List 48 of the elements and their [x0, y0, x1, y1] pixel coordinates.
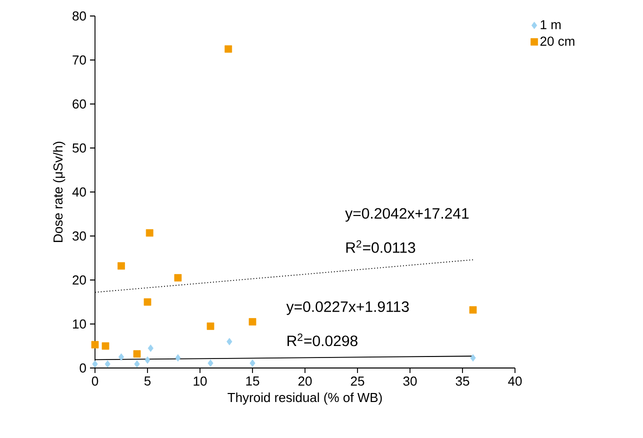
annotation: y=0.2042x+17.241: [345, 208, 469, 222]
y-tick-label: 60: [72, 99, 86, 109]
point: [144, 356, 150, 364]
y-tick-label: 0: [80, 363, 86, 373]
y-tick-label: 50: [72, 143, 86, 153]
x-axis-title: Thyroid residual (% of WB): [228, 392, 382, 405]
point: [133, 350, 141, 358]
x-tick-label: 30: [403, 376, 417, 386]
annotation: y=0.0227x+1.9113: [286, 301, 409, 315]
point: [248, 318, 256, 326]
x-tick-label: 20: [298, 376, 312, 386]
x-tick-label: 10: [194, 376, 207, 386]
point: [144, 298, 152, 306]
x-tick-label: 15: [246, 376, 260, 386]
point: [469, 306, 477, 314]
x-tick-label: 5: [144, 376, 151, 386]
point: [118, 353, 124, 361]
point: [174, 274, 182, 282]
point: [224, 45, 232, 53]
point: [92, 360, 98, 368]
point: [226, 338, 232, 346]
annotation: R$^{2}$=0.0298: [288, 334, 358, 346]
x-tick-label: 35: [456, 376, 470, 386]
y-tick-label: 80: [72, 11, 86, 21]
y-tick-label: 30: [72, 231, 86, 241]
x-tick-label: 25: [350, 376, 364, 386]
point: [208, 359, 214, 367]
point: [102, 342, 110, 350]
x-tick-label: 40: [508, 376, 522, 386]
point: [148, 344, 154, 352]
point: [134, 360, 140, 368]
annotation: R$^{2}$=0.0113: [346, 240, 416, 253]
y-tick-label: 10: [73, 319, 86, 329]
y-tick-label: 70: [72, 55, 86, 65]
legend-label: 1 m: [540, 20, 561, 30]
point: [250, 359, 256, 367]
point: [146, 229, 154, 237]
y-tick-label: 20: [72, 275, 86, 285]
point: [91, 340, 99, 348]
x-tick-label: 0: [92, 376, 98, 386]
point: [206, 322, 214, 330]
point: [118, 262, 125, 270]
point: [470, 354, 476, 362]
y-tick-label: 40: [72, 187, 86, 197]
point: [104, 360, 110, 368]
legend-label: 20 cm: [540, 36, 574, 46]
point: [175, 354, 181, 362]
y-axis-title: Dose rate (μSv/h): [53, 142, 66, 242]
